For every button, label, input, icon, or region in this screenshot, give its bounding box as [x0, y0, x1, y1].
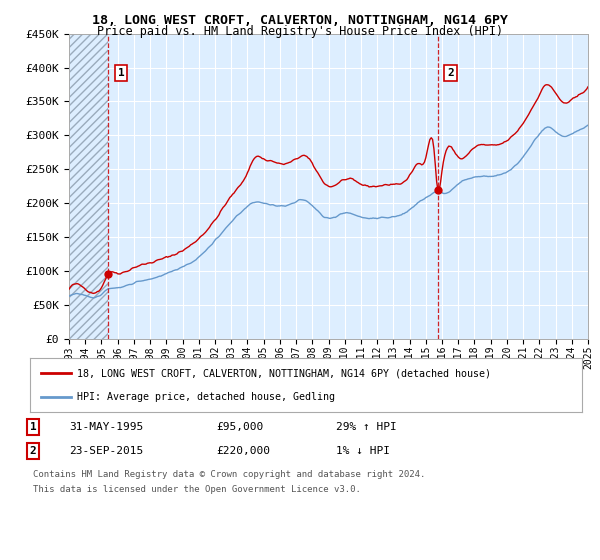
- Text: 23-SEP-2015: 23-SEP-2015: [69, 446, 143, 456]
- Text: 1: 1: [29, 422, 37, 432]
- Text: 2: 2: [447, 68, 454, 78]
- Text: 2: 2: [29, 446, 37, 456]
- Bar: [69, 34, 108, 339]
- Text: Price paid vs. HM Land Registry's House Price Index (HPI): Price paid vs. HM Land Registry's House …: [97, 25, 503, 38]
- Text: HPI: Average price, detached house, Gedling: HPI: Average price, detached house, Gedl…: [77, 391, 335, 402]
- Text: £95,000: £95,000: [216, 422, 263, 432]
- Text: 18, LONG WEST CROFT, CALVERTON, NOTTINGHAM, NG14 6PY (detached house): 18, LONG WEST CROFT, CALVERTON, NOTTINGH…: [77, 368, 491, 379]
- Text: 1% ↓ HPI: 1% ↓ HPI: [336, 446, 390, 456]
- Text: £220,000: £220,000: [216, 446, 270, 456]
- Text: Contains HM Land Registry data © Crown copyright and database right 2024.: Contains HM Land Registry data © Crown c…: [33, 470, 425, 479]
- Text: 18, LONG WEST CROFT, CALVERTON, NOTTINGHAM, NG14 6PY: 18, LONG WEST CROFT, CALVERTON, NOTTINGH…: [92, 14, 508, 27]
- Text: 1: 1: [118, 68, 125, 78]
- Text: 29% ↑ HPI: 29% ↑ HPI: [336, 422, 397, 432]
- Text: This data is licensed under the Open Government Licence v3.0.: This data is licensed under the Open Gov…: [33, 485, 361, 494]
- Text: 31-MAY-1995: 31-MAY-1995: [69, 422, 143, 432]
